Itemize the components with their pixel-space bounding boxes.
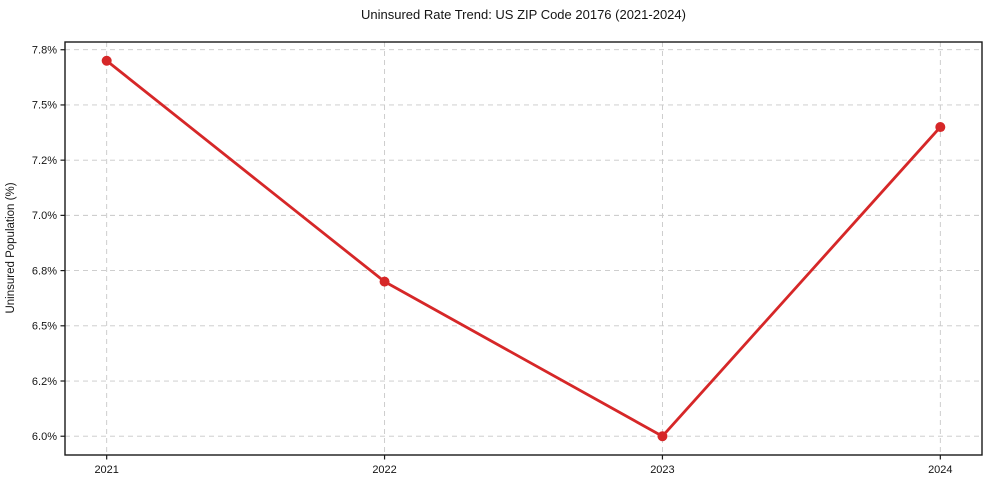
chart-title: Uninsured Rate Trend: US ZIP Code 20176 … xyxy=(361,7,686,22)
data-point-marker xyxy=(935,122,946,133)
trend-line xyxy=(105,59,942,438)
data-point-marker xyxy=(657,431,668,442)
y-tick-label: 7.0% xyxy=(32,210,57,222)
plot-frame xyxy=(64,41,983,456)
y-tick-label: 6.5% xyxy=(32,321,57,333)
data-point-marker xyxy=(379,276,390,287)
x-tick-label: 2021 xyxy=(94,464,118,476)
x-tick-label: 2023 xyxy=(650,464,674,476)
y-tick-label: 6.8% xyxy=(32,265,57,277)
y-tick-label: 7.5% xyxy=(32,100,57,112)
y-tick-label: 7.8% xyxy=(32,45,57,57)
y-tick-label: 7.2% xyxy=(32,155,57,167)
data-point-marker xyxy=(101,55,112,66)
x-tick-label: 2022 xyxy=(372,464,396,476)
y-tick-label: 6.0% xyxy=(32,431,57,443)
y-tick-label: 6.2% xyxy=(32,376,57,388)
x-tick-label: 2024 xyxy=(928,464,952,476)
